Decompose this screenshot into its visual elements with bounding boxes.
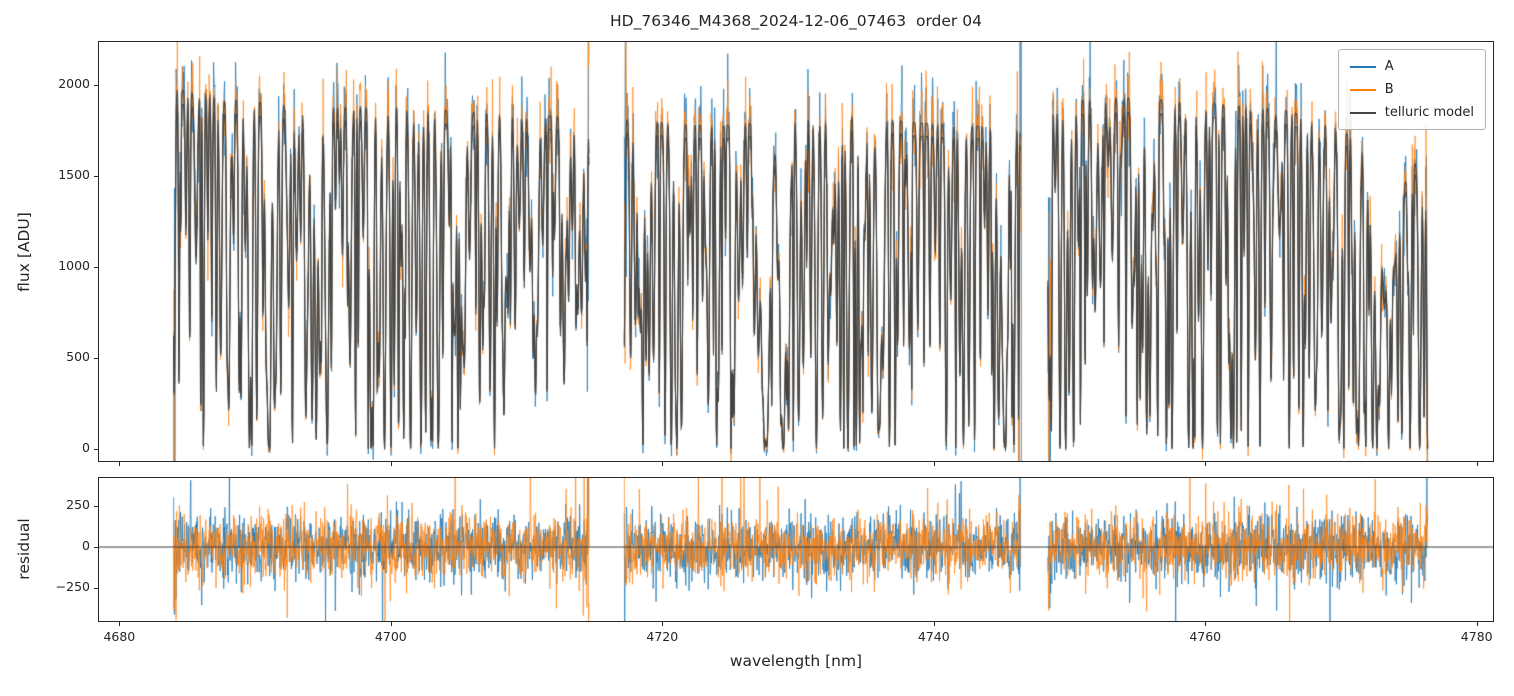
x-tick-mark	[1205, 622, 1207, 626]
x-tick-mark	[1205, 462, 1207, 466]
y-tick-label: 0	[82, 440, 90, 456]
y-tick-mark	[94, 358, 98, 360]
flux-y-axis-label: flux [ADU]	[15, 212, 33, 292]
legend-item-b: B	[1349, 82, 1474, 97]
x-tick-label: 4700	[374, 629, 407, 644]
flux-panel: A B telluric model	[98, 41, 1494, 462]
y-tick-mark	[94, 266, 98, 268]
y-tick-label: 1500	[58, 166, 90, 182]
x-tick-label: 4720	[646, 629, 679, 644]
y-tick-label: 0	[82, 538, 90, 554]
residual-plot-canvas	[99, 478, 1493, 621]
x-tick-label: 4740	[917, 629, 950, 644]
x-tick-mark	[662, 622, 664, 626]
legend-line-sample-telluric	[1349, 111, 1376, 114]
x-axis-label: wavelength [nm]	[729, 652, 863, 670]
flux-plot-canvas	[99, 42, 1493, 461]
y-tick-label: −250	[55, 579, 90, 595]
y-tick-mark	[94, 547, 98, 549]
x-tick-label: 4780	[1460, 629, 1493, 644]
legend: A B telluric model	[1337, 49, 1486, 130]
x-tick-mark	[933, 462, 935, 466]
residual-panel	[98, 477, 1494, 622]
x-tick-mark	[1476, 462, 1478, 466]
x-tick-label: 4760	[1189, 629, 1222, 644]
y-tick-label: 2000	[58, 75, 90, 91]
y-tick-label: 500	[66, 349, 90, 365]
y-tick-mark	[94, 84, 98, 86]
x-tick-label: 4680	[103, 629, 136, 644]
y-tick-mark	[94, 449, 98, 451]
legend-label-telluric: telluric model	[1384, 105, 1474, 120]
legend-line-sample-b	[1349, 88, 1376, 91]
chart-title: HD_76346_M4368_2024-12-06_07463 order 04	[610, 12, 982, 30]
legend-label-b: B	[1384, 82, 1394, 97]
legend-line-sample-a	[1349, 65, 1376, 68]
legend-item-telluric-model: telluric model	[1349, 105, 1474, 120]
x-tick-mark	[1476, 622, 1478, 626]
y-tick-mark	[94, 175, 98, 177]
legend-item-a: A	[1349, 59, 1474, 74]
x-tick-mark	[119, 622, 121, 626]
y-tick-mark	[94, 588, 98, 590]
y-tick-mark	[94, 505, 98, 507]
x-tick-mark	[933, 622, 935, 626]
legend-label-a: A	[1384, 59, 1394, 74]
y-tick-label: 1000	[58, 257, 90, 273]
x-tick-mark	[390, 622, 392, 626]
x-tick-mark	[390, 462, 392, 466]
x-tick-mark	[662, 462, 664, 466]
x-tick-mark	[119, 462, 121, 466]
y-tick-label: 250	[66, 496, 90, 512]
